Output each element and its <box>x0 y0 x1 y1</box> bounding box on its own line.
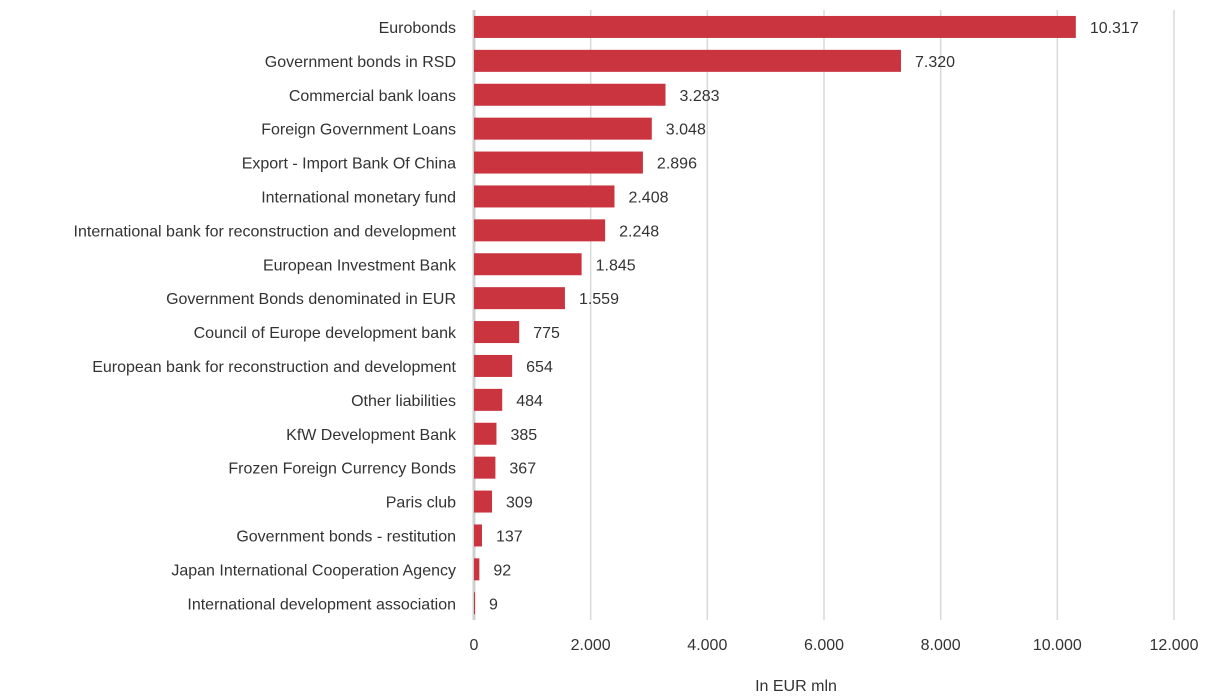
category-label: Government bonds - restitution <box>236 528 456 545</box>
x-tick-label: 4.000 <box>687 637 727 654</box>
value-label: 1.845 <box>596 257 636 274</box>
bar <box>474 49 901 72</box>
x-tick-label: 8.000 <box>921 637 961 654</box>
bar <box>474 524 482 547</box>
value-label: 309 <box>506 495 533 512</box>
gridlines <box>472 10 1175 620</box>
value-label: 484 <box>516 393 543 410</box>
value-label: 9 <box>489 596 498 613</box>
category-label: Government bonds in RSD <box>265 54 456 71</box>
value-label: 7.320 <box>915 54 955 71</box>
value-label: 2.896 <box>657 156 697 173</box>
bar <box>474 321 520 344</box>
bar <box>474 15 1076 38</box>
bars <box>474 15 1076 615</box>
category-label: European bank for reconstruction and dev… <box>92 359 456 376</box>
bar <box>474 490 493 513</box>
bar <box>474 354 513 377</box>
category-label: KfW Development Bank <box>286 427 457 444</box>
bar <box>474 422 497 445</box>
category-label: Japan International Cooperation Agency <box>171 562 456 579</box>
x-tick-label: 6.000 <box>804 637 844 654</box>
bar <box>474 456 496 479</box>
x-axis-title: In EUR mln <box>755 678 837 695</box>
x-tick-label: 2.000 <box>571 637 611 654</box>
category-label: Foreign Government Loans <box>261 122 456 139</box>
category-label: Other liabilities <box>351 393 456 410</box>
value-label: 367 <box>509 461 536 478</box>
category-label: Export - Import Bank Of China <box>242 156 456 173</box>
bar <box>474 219 606 242</box>
bar <box>474 253 582 276</box>
bar <box>474 592 475 615</box>
x-tick-label: 10.000 <box>1033 637 1082 654</box>
value-label: 92 <box>493 562 511 579</box>
value-label: 1.559 <box>579 291 619 308</box>
category-label: Frozen Foreign Currency Bonds <box>228 461 456 478</box>
bar <box>474 185 615 208</box>
category-label: Commercial bank loans <box>289 88 456 105</box>
category-label: Eurobonds <box>379 20 456 37</box>
value-label: 654 <box>526 359 553 376</box>
category-label: Paris club <box>386 495 456 512</box>
bar <box>474 388 503 411</box>
value-label: 10.317 <box>1090 20 1139 37</box>
value-labels: 10.317 7.320 3.283 3.048 2.896 2.408 2.248 1.84… <box>489 20 1139 613</box>
bar <box>474 287 565 310</box>
category-label: International development association <box>187 596 456 613</box>
category-label: Government Bonds denominated in EUR <box>166 291 456 308</box>
category-label: Council of Europe development bank <box>194 325 457 342</box>
bar <box>474 558 480 581</box>
value-label: 2.408 <box>628 189 668 206</box>
category-label: International monetary fund <box>261 189 456 206</box>
value-label: 2.248 <box>619 223 659 240</box>
x-tick-label: 12.000 <box>1150 637 1199 654</box>
bar <box>474 83 666 106</box>
value-label: 3.283 <box>680 88 720 105</box>
x-tick-labels: 0 2.000 4.000 6.000 8.000 10.000 12.000 <box>470 637 1199 654</box>
category-label: International bank for reconstruction an… <box>74 223 457 240</box>
category-labels: Eurobonds Government bonds in RSD Commerci… <box>74 20 457 613</box>
value-label: 137 <box>496 528 523 545</box>
bar <box>474 117 652 140</box>
value-label: 3.048 <box>666 122 706 139</box>
value-label: 775 <box>533 325 560 342</box>
bar <box>474 151 643 174</box>
category-label: European Investment Bank <box>263 257 457 274</box>
x-tick-label: 0 <box>470 637 479 654</box>
value-label: 385 <box>510 427 537 444</box>
